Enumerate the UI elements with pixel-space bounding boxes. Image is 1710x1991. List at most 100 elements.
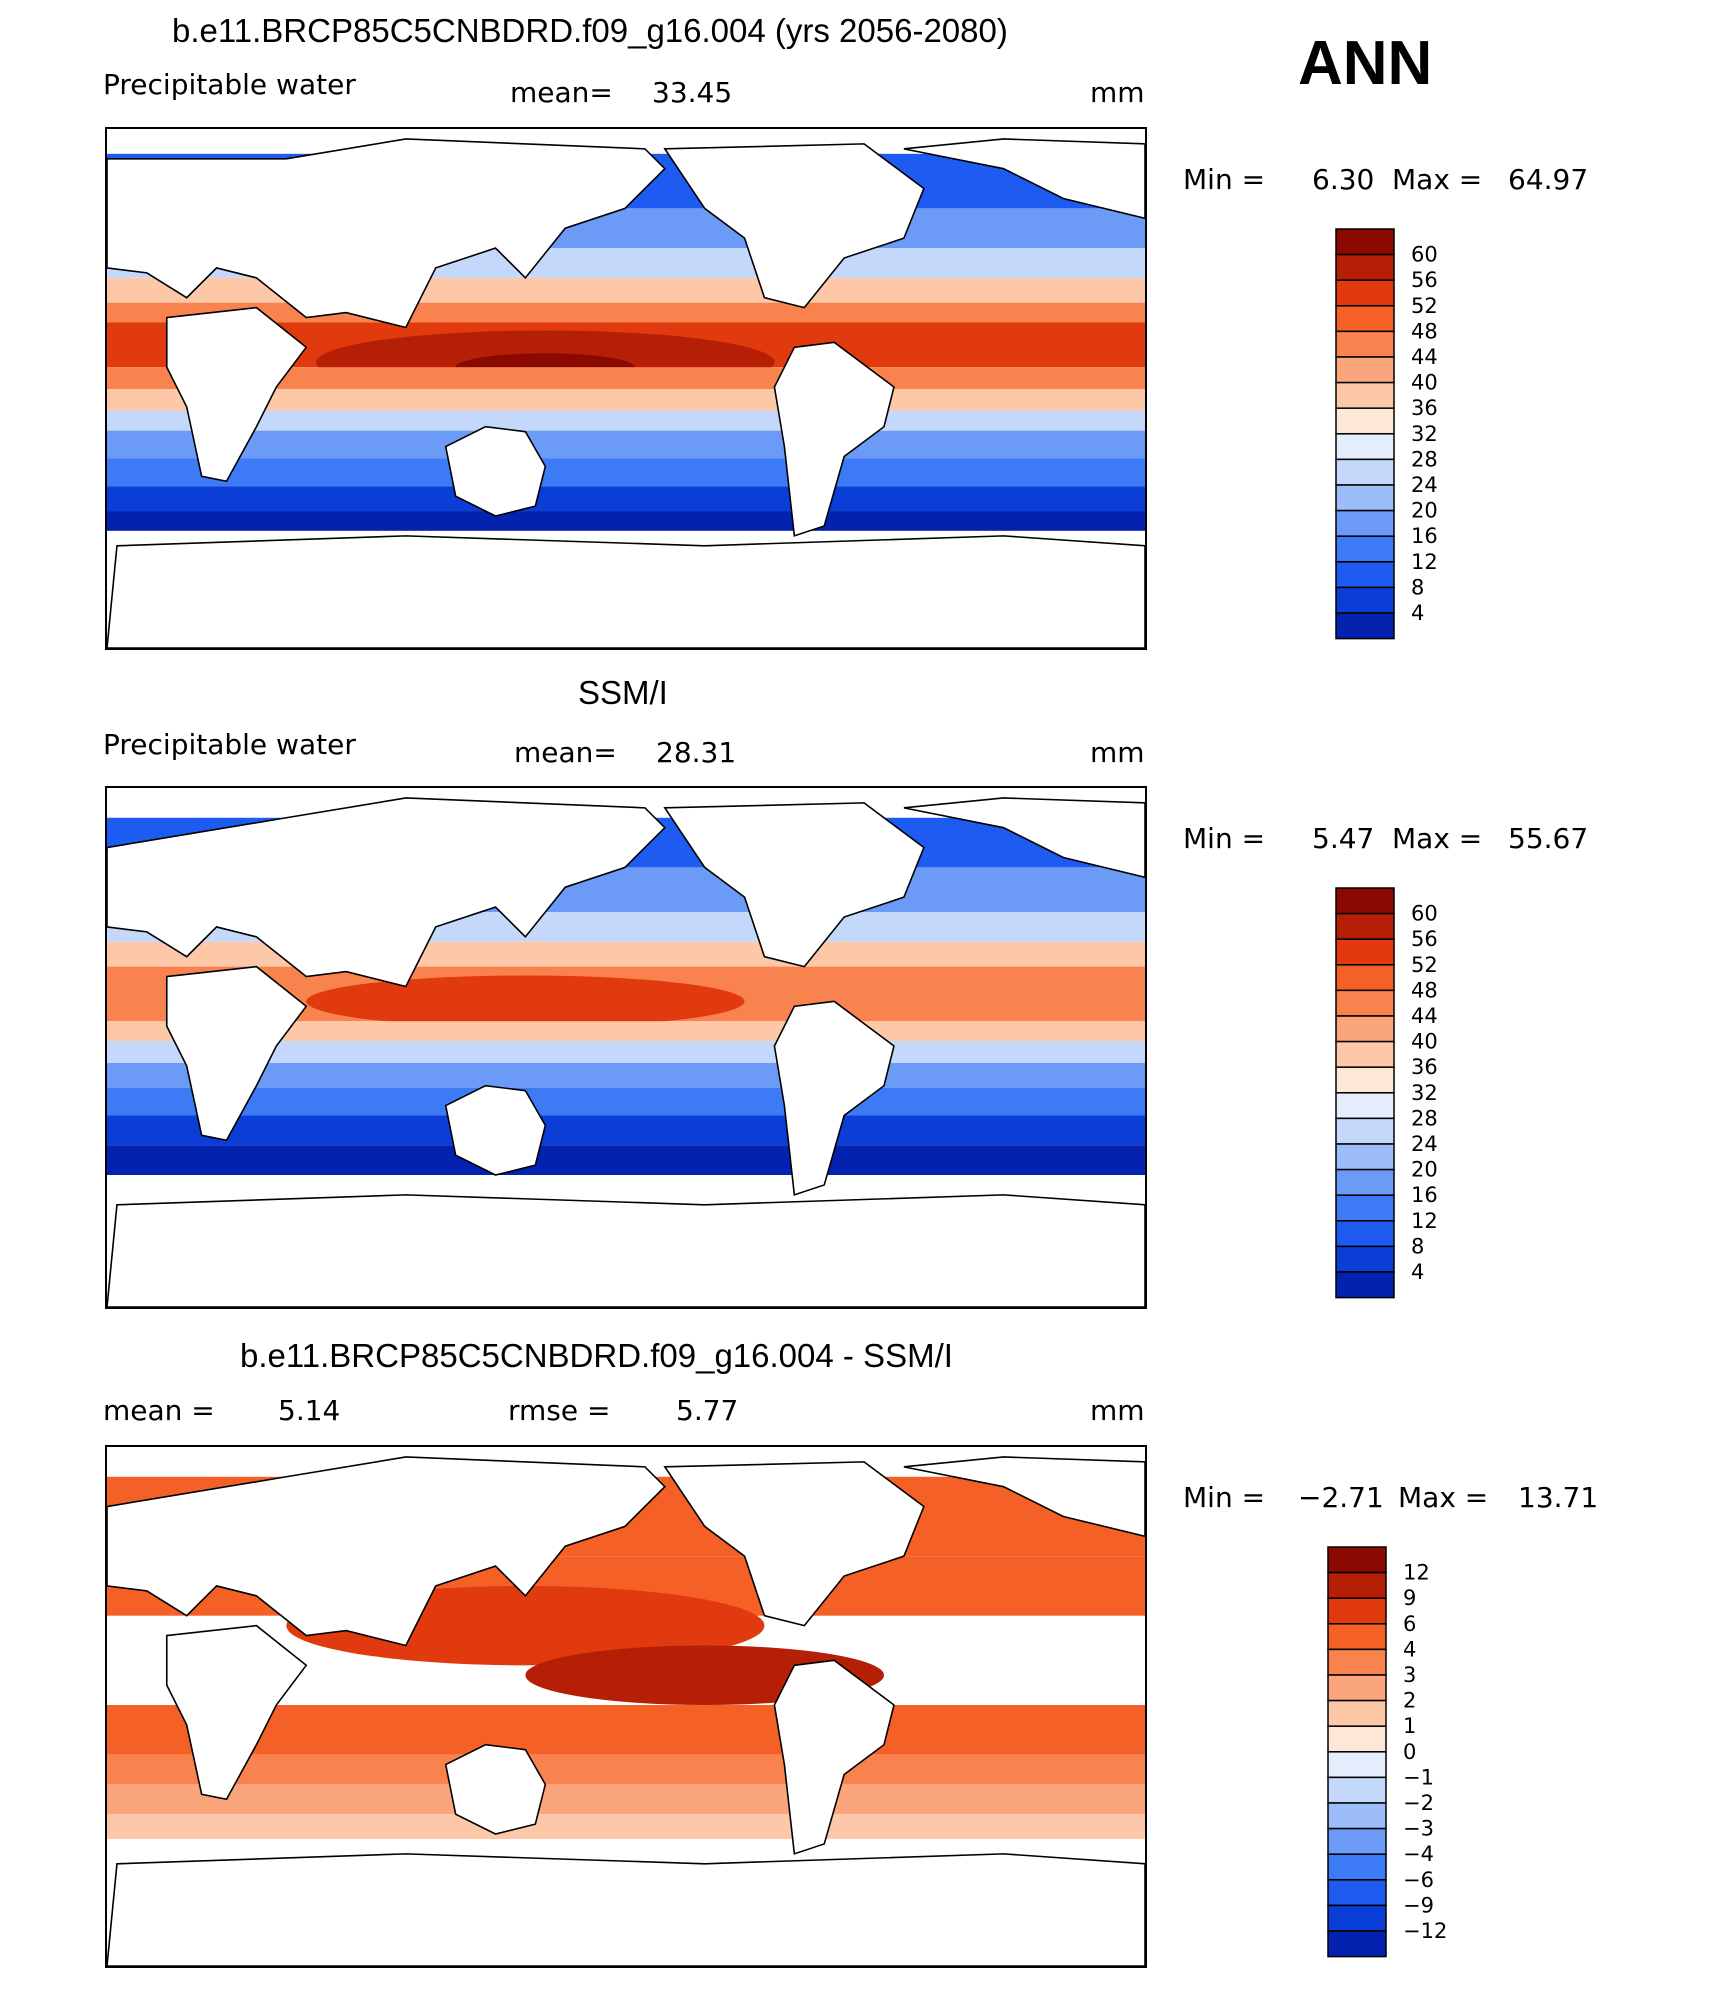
panel3-map [105,1445,1147,1968]
colorbar-label: 48 [1411,319,1438,343]
colorbar-box [1335,1040,1395,1068]
panel1-min-value: 6.30 [1312,163,1375,196]
colorbar-label: 8 [1411,1234,1424,1258]
colorbar-box [1327,1648,1387,1676]
colorbar-box [1327,1546,1387,1574]
colorbar-box [1327,1571,1387,1599]
colorbar-box [1335,1143,1395,1171]
colorbar-label: 28 [1411,1106,1438,1130]
colorbar-box [1335,887,1395,915]
panel3-max-value: 13.71 [1518,1481,1599,1514]
colorbar-box [1335,586,1395,614]
colorbar-box [1335,1194,1395,1222]
panel2-variable: Precipitable water [103,728,356,761]
colorbar-box [1335,964,1395,992]
colorbar-label: −4 [1403,1842,1434,1866]
colorbar-label: 32 [1411,422,1438,446]
panel3-mean-value: 5.14 [278,1394,341,1427]
panel1-mean-label: mean= [510,76,613,109]
colorbar-label: 12 [1403,1561,1430,1585]
colorbar-label: 24 [1411,473,1438,497]
panel1-variable: Precipitable water [103,68,356,101]
colorbar-box [1335,279,1395,307]
colorbar-label: 28 [1411,447,1438,471]
colorbar-label: 48 [1411,978,1438,1002]
colorbar-box [1335,561,1395,589]
colorbar-label: 44 [1411,1004,1438,1028]
panel3-max-label: Max = [1398,1481,1489,1514]
colorbar-label: 40 [1411,1030,1438,1054]
colorbar-label: 24 [1411,1132,1438,1156]
colorbar-box [1335,253,1395,281]
panel1-min-label: Min = [1183,163,1266,196]
colorbar-label: 12 [1411,550,1438,574]
colorbar-label: 12 [1411,1209,1438,1233]
colorbar-label: 16 [1411,524,1438,548]
colorbar-label: 3 [1403,1663,1416,1687]
colorbar-box [1335,535,1395,563]
colorbar-box [1335,1092,1395,1120]
panel2-map [105,786,1147,1309]
colorbar-box [1335,407,1395,435]
panel2-map-svg [107,788,1145,1307]
panel1-map-svg [107,129,1145,648]
panel3-colorbar: 12 9 6 4 3 2 1 0 −1 −2 −3 −4 −6 −9 −12 [1327,1546,1477,1960]
panel2-colorbar: 60 56 52 48 44 40 36 32 28 24 20 16 12 8 4 [1335,887,1485,1301]
colorbar-box [1327,1802,1387,1830]
colorbar-box [1335,509,1395,537]
colorbar-box [1327,1699,1387,1727]
panel3-min-label: Min = [1183,1481,1266,1514]
colorbar-label: 40 [1411,371,1438,395]
panel1-title: b.e11.BRCP85C5CNBDRD.f09_g16.004 (yrs 20… [172,12,1008,49]
colorbar-box [1335,433,1395,461]
panel2-min-label: Min = [1183,822,1266,855]
colorbar-box [1335,1015,1395,1043]
colorbar-label: 8 [1411,575,1424,599]
colorbar-box [1335,484,1395,512]
colorbar-label: 2 [1403,1689,1416,1713]
colorbar-box [1335,1117,1395,1145]
panel3-units: mm [1090,1394,1145,1427]
colorbar-label: 32 [1411,1081,1438,1105]
colorbar-label: 60 [1411,902,1438,926]
colorbar-box [1335,912,1395,940]
colorbar-label: 0 [1403,1740,1416,1764]
colorbar-label: 9 [1403,1586,1416,1610]
panel3-rmse-label: rmse = [508,1394,611,1427]
colorbar-label: −2 [1403,1791,1434,1815]
panel1-mean-value: 33.45 [652,76,733,109]
colorbar-label: 36 [1411,396,1438,420]
colorbar-label: −6 [1403,1868,1434,1892]
colorbar-box [1335,330,1395,358]
panel2-title: SSM/I [578,674,668,711]
colorbar-box [1335,1271,1395,1299]
colorbar-box [1335,381,1395,409]
colorbar-box [1327,1725,1387,1753]
panel1-max-label: Max = [1392,163,1483,196]
colorbar-label: −9 [1403,1893,1434,1917]
panel1-units: mm [1090,76,1145,109]
panel2-mean-value: 28.31 [656,736,737,769]
panel3-title: b.e11.BRCP85C5CNBDRD.f09_g16.004 - SSM/I [240,1337,953,1374]
colorbar-box [1335,612,1395,640]
colorbar-box [1335,305,1395,333]
colorbar-box [1327,1776,1387,1804]
colorbar-box [1335,1245,1395,1273]
colorbar-label: 56 [1411,268,1438,292]
colorbar-label: 36 [1411,1055,1438,1079]
colorbar-label: 56 [1411,927,1438,951]
colorbar-label: 20 [1411,1158,1438,1182]
colorbar-label: 52 [1411,953,1438,977]
colorbar-box [1335,1066,1395,1094]
colorbar-box [1335,1220,1395,1248]
colorbar-label: 52 [1411,294,1438,318]
colorbar-box [1335,228,1395,256]
colorbar-box [1327,1930,1387,1958]
panel3-min-value: −2.71 [1298,1481,1384,1514]
panel3-rmse-value: 5.77 [676,1394,739,1427]
colorbar-label: −3 [1403,1817,1434,1841]
panel2-units: mm [1090,736,1145,769]
